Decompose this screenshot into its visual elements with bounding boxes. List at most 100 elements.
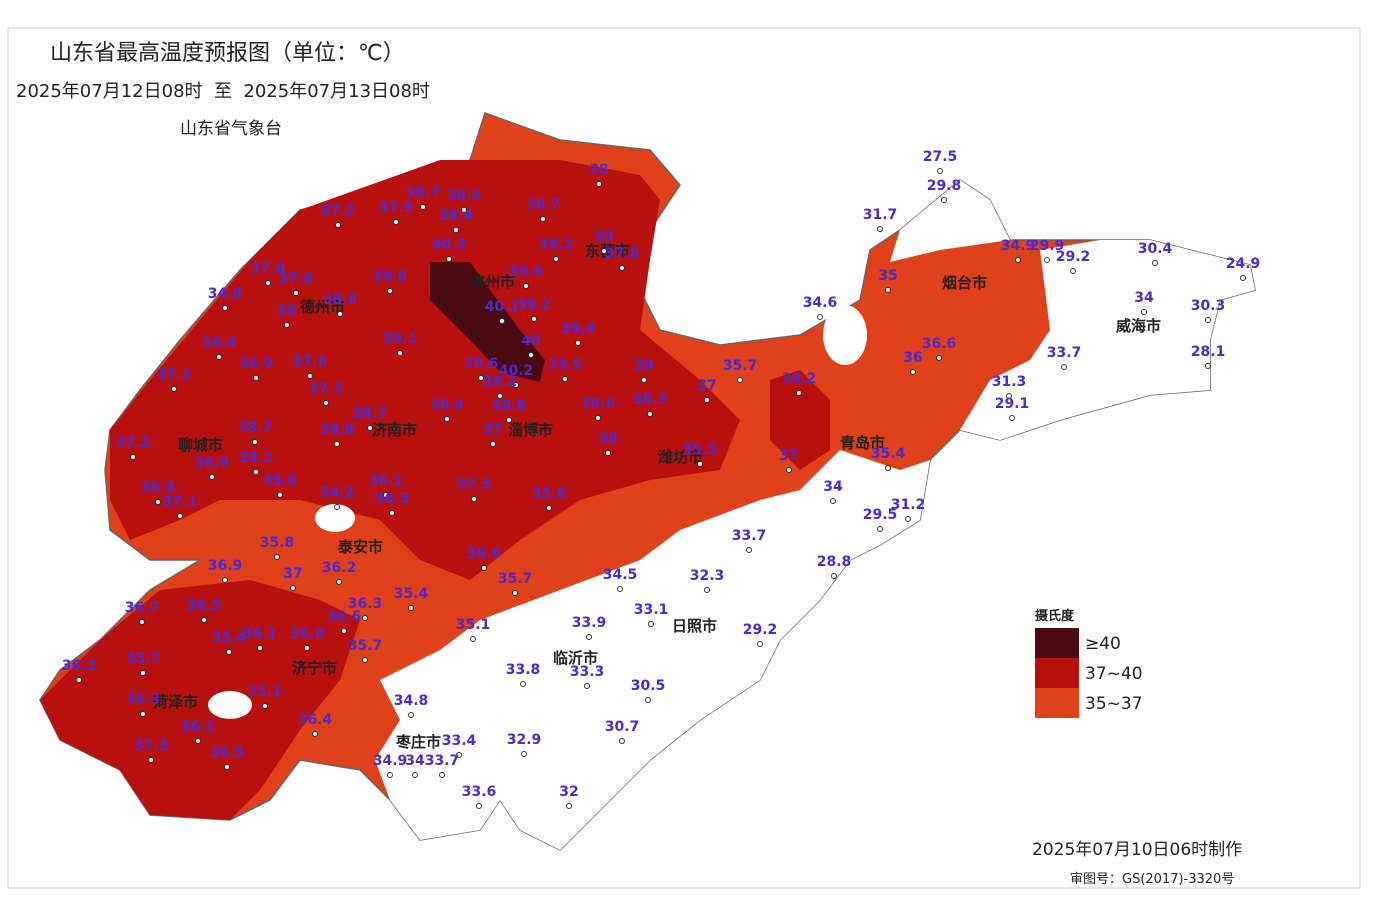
station-temp: 33.3 bbox=[570, 664, 605, 680]
station-dot bbox=[531, 316, 537, 322]
lake bbox=[208, 691, 252, 719]
station-temp: 38 bbox=[598, 431, 617, 447]
station-dot bbox=[619, 738, 625, 744]
station-temp: 35.6 bbox=[263, 473, 298, 489]
region-40-plus bbox=[430, 262, 545, 382]
station-temp: 29.5 bbox=[863, 507, 898, 523]
station-temp: 29.8 bbox=[927, 178, 962, 194]
station-temp: 39.2 bbox=[517, 297, 552, 313]
station-temp: 32.3 bbox=[690, 568, 725, 584]
station-temp: 35.7 bbox=[348, 638, 383, 654]
station-temp: 34 bbox=[405, 753, 425, 769]
station-dot bbox=[439, 772, 445, 778]
station-dot bbox=[910, 369, 916, 375]
station-temp: 34.6 bbox=[803, 295, 838, 311]
station-temp: 34.9 bbox=[208, 286, 243, 302]
station-temp: 36.9 bbox=[239, 356, 274, 372]
station-temp: 38.7 bbox=[353, 406, 388, 422]
station-dot bbox=[1009, 415, 1015, 421]
station-dot bbox=[367, 425, 373, 431]
station-temp: 39.8 bbox=[373, 269, 408, 285]
station-dot bbox=[335, 222, 341, 228]
station-temp: 40.1 bbox=[485, 299, 520, 315]
station-temp: 38.8 bbox=[492, 398, 527, 414]
station-dot bbox=[641, 377, 647, 383]
station-temp: 24.9 bbox=[1226, 256, 1261, 272]
station-dot bbox=[506, 417, 512, 423]
station-dot bbox=[284, 322, 290, 328]
station-dot bbox=[528, 352, 534, 358]
station-temp: 37.3 bbox=[309, 381, 344, 397]
station-temp: 28.1 bbox=[1191, 344, 1226, 360]
station-dot bbox=[304, 645, 310, 651]
station-dot bbox=[393, 219, 399, 225]
station-temp: 35.4 bbox=[871, 446, 906, 462]
station-temp: 39.6 bbox=[509, 264, 544, 280]
station-dot bbox=[478, 375, 484, 381]
station-temp: 35.6 bbox=[532, 486, 567, 502]
station-dot bbox=[497, 393, 503, 399]
station-temp: 34 bbox=[1134, 290, 1154, 306]
station-temp: 36.6 bbox=[327, 609, 362, 625]
station-temp: 39.4 bbox=[561, 321, 596, 337]
station-temp: 37.3 bbox=[134, 738, 169, 754]
station-temp: 40 bbox=[521, 333, 541, 349]
station-temp: 37.2 bbox=[116, 435, 151, 451]
station-dot bbox=[444, 416, 450, 422]
station-dot bbox=[334, 441, 340, 447]
station-dot bbox=[222, 305, 228, 311]
station-temp: 34.4 bbox=[202, 335, 237, 351]
station-dot bbox=[222, 577, 228, 583]
station-dot bbox=[513, 382, 519, 388]
station-dot bbox=[139, 619, 145, 625]
station-temp: 34 bbox=[823, 479, 843, 495]
station-dot bbox=[595, 415, 601, 421]
city-name: 日照市 bbox=[672, 617, 717, 635]
station-temp: 36.5 bbox=[187, 598, 222, 614]
station-dot bbox=[1006, 393, 1012, 399]
station-dot bbox=[470, 636, 476, 642]
station-dot bbox=[566, 803, 572, 809]
legend-swatch bbox=[1035, 628, 1079, 658]
station-temp: 38.8 bbox=[320, 422, 355, 438]
station-dot bbox=[471, 496, 477, 502]
station-temp: 36.8 bbox=[141, 480, 176, 496]
station-dot bbox=[140, 711, 146, 717]
station-temp: 33.6 bbox=[462, 784, 497, 800]
station-dot bbox=[540, 216, 546, 222]
station-dot bbox=[412, 772, 418, 778]
station-temp: 37 bbox=[283, 566, 302, 582]
region-37-40 bbox=[110, 160, 740, 580]
station-temp: 35 bbox=[878, 268, 897, 284]
station-dot bbox=[830, 498, 836, 504]
station-dot bbox=[453, 227, 459, 233]
station-dot bbox=[737, 377, 743, 383]
station-dot bbox=[1240, 275, 1246, 281]
review-number: 审图号：GS(2017)-3320号 bbox=[1070, 872, 1234, 887]
station-temp: 33.7 bbox=[732, 528, 767, 544]
station-dot bbox=[408, 712, 414, 718]
city-name: 威海市 bbox=[1116, 317, 1161, 335]
station-temp: 38.3 bbox=[633, 392, 668, 408]
station-temp: 38.6 bbox=[447, 188, 482, 204]
city-name: 德州市 bbox=[300, 298, 345, 316]
station-temp: 39.2 bbox=[483, 374, 518, 390]
station-temp: 36.3 bbox=[62, 658, 97, 674]
station-dot bbox=[546, 505, 552, 511]
station-temp: 38 bbox=[277, 303, 296, 319]
station-temp: 36.6 bbox=[467, 546, 502, 562]
station-dot bbox=[575, 340, 581, 346]
station-dot bbox=[523, 283, 529, 289]
station-temp: 39.5 bbox=[548, 357, 583, 373]
station-dot bbox=[936, 355, 942, 361]
station-dot bbox=[1141, 309, 1147, 315]
station-temp: 39.2 bbox=[539, 237, 574, 253]
station-temp: 38.7 bbox=[526, 197, 561, 213]
city-name: 枣庄市 bbox=[395, 733, 441, 751]
station-temp: 40.2 bbox=[499, 363, 534, 379]
station-dot bbox=[746, 547, 752, 553]
station-dot bbox=[520, 681, 526, 687]
station-dot bbox=[481, 565, 487, 571]
station-dot bbox=[387, 288, 393, 294]
